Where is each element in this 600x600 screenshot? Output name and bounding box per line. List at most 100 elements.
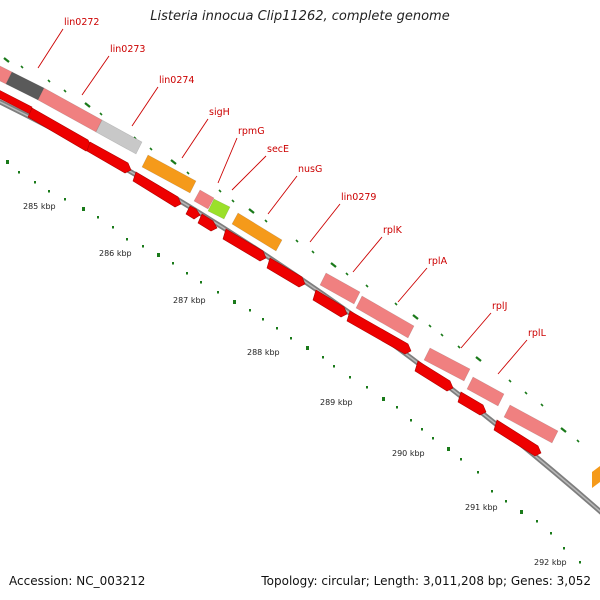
genome-summary-text: Topology: circular; Length: 3,011,208 bp… (261, 574, 591, 588)
gene-feature-box[interactable] (141, 154, 197, 194)
gene-label-leader-line (81, 55, 110, 96)
forward-strand-cds-track (0, 90, 542, 457)
gene-feature-box[interactable] (503, 404, 559, 444)
tick-mark (520, 510, 523, 514)
tick-mark (333, 365, 335, 368)
tick-mark (126, 238, 128, 241)
cds-arrow[interactable] (185, 205, 201, 220)
tick-mark (6, 160, 9, 164)
gene-label-leader-line (309, 203, 341, 243)
gene-feature-box[interactable] (231, 212, 283, 252)
tick-mark (231, 199, 235, 203)
gene-feature-box[interactable] (319, 272, 361, 305)
tick-mark (20, 65, 24, 69)
outer-tick-marks (3, 57, 580, 443)
tick-mark (186, 171, 190, 175)
gene-label-lin0272[interactable]: lin0272 (64, 17, 99, 28)
tick-mark (579, 561, 581, 564)
tick-mark (295, 239, 299, 243)
cds-arrow[interactable] (312, 289, 348, 318)
tick-mark (382, 397, 385, 401)
accession-text: Accession: NC_003212 (9, 574, 146, 588)
tick-mark (421, 428, 423, 431)
gene-feature-partial[interactable] (592, 466, 600, 488)
tick-mark (34, 181, 36, 184)
tick-mark (491, 490, 493, 493)
tick-mark (142, 245, 144, 248)
tick-mark (460, 458, 462, 461)
cds-arrow[interactable] (132, 171, 182, 208)
tick-mark (249, 309, 251, 312)
gene-label-lin0274[interactable]: lin0274 (159, 75, 194, 86)
tick-mark (428, 324, 432, 328)
tick-mark (84, 102, 91, 108)
tick-mark (365, 284, 369, 288)
cds-arrow[interactable] (346, 310, 412, 355)
tick-mark (264, 219, 268, 223)
gene-label-sigh[interactable]: sigH (209, 107, 230, 118)
gene-label-rpla[interactable]: rplA (428, 256, 448, 267)
gene-label-lin0279[interactable]: lin0279 (341, 192, 376, 203)
gene-label-nusg[interactable]: nusG (298, 164, 322, 175)
gene-feature-box[interactable] (5, 71, 45, 101)
tick-mark (345, 272, 349, 276)
tick-mark (149, 147, 153, 151)
tick-mark (233, 300, 236, 304)
kbp-position-label: 287 kbp (173, 296, 206, 305)
tick-mark (311, 250, 315, 254)
tick-mark (505, 500, 507, 503)
tick-mark (63, 89, 67, 93)
tick-mark (47, 79, 51, 83)
tick-mark (64, 198, 66, 201)
kbp-position-label: 286 kbp (99, 249, 132, 258)
gene-feature-box[interactable] (355, 295, 415, 339)
tick-mark (82, 207, 85, 211)
tick-mark (412, 314, 419, 320)
tick-mark (170, 159, 177, 165)
tick-mark (524, 391, 528, 395)
gene-feature-box[interactable] (423, 347, 471, 382)
gene-label-leader-line (397, 267, 428, 303)
gene-label-rplk[interactable]: rplK (383, 225, 403, 236)
gene-label-lin0273[interactable]: lin0273 (110, 44, 145, 55)
cds-arrow[interactable] (457, 391, 487, 416)
kbp-position-label: 290 kbp (392, 449, 425, 458)
cds-arrow[interactable] (414, 360, 454, 392)
cds-arrow[interactable] (493, 419, 542, 457)
gene-feature-box[interactable] (466, 376, 505, 407)
kbp-position-label: 285 kbp (23, 202, 56, 211)
gene-label-leader-line (352, 236, 383, 273)
tick-mark (112, 226, 114, 229)
gene-label-leader-line (267, 175, 298, 215)
tick-mark (186, 272, 188, 275)
gene-label-sece[interactable]: secE (267, 144, 289, 155)
gene-feature-track (0, 65, 559, 444)
genome-backbone (0, 99, 600, 515)
gene-label-rpll[interactable]: rplL (528, 328, 547, 339)
tick-mark (99, 112, 103, 116)
tick-mark (540, 403, 544, 407)
tick-mark (262, 318, 264, 321)
gene-feature-box[interactable] (207, 198, 231, 220)
tick-mark (218, 189, 222, 193)
tick-mark (18, 171, 20, 174)
tick-mark (330, 262, 337, 268)
cds-arrow[interactable] (222, 228, 267, 262)
cds-arrow[interactable] (197, 213, 218, 232)
gene-label-rplj[interactable]: rplJ (492, 301, 507, 312)
cds-arrow[interactable] (266, 257, 306, 288)
tick-mark (457, 345, 461, 349)
gene-feature-box[interactable] (193, 189, 215, 210)
tick-mark (432, 437, 434, 440)
gene-feature-box[interactable] (95, 119, 143, 155)
gene-label-leader-line (497, 339, 528, 375)
tick-mark (396, 406, 398, 409)
gene-label-rpmg[interactable]: rpmG (238, 126, 265, 137)
tick-mark (550, 532, 552, 535)
tick-mark (157, 253, 160, 257)
cds-arrow[interactable] (86, 141, 132, 174)
tick-mark (410, 419, 412, 422)
kbp-position-label: 288 kbp (247, 348, 280, 357)
